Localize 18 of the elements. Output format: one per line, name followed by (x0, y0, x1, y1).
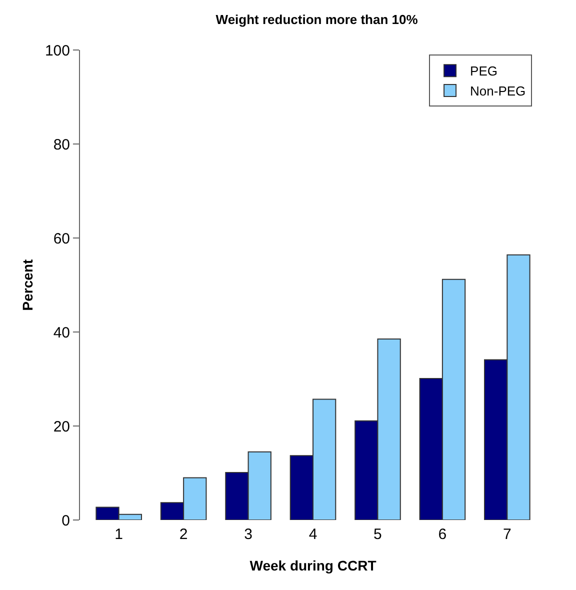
x-tick-label: 6 (438, 526, 447, 543)
y-tick-label: 60 (53, 230, 70, 248)
y-tick-label: 100 (44, 42, 70, 60)
x-tick-label: 7 (503, 526, 512, 543)
y-axis-title: Percent (20, 258, 36, 311)
x-tick-label: 3 (244, 526, 252, 543)
chart-title: Weight reduction more than 10% (216, 12, 418, 27)
y-tick-label: 80 (53, 136, 70, 154)
y-tick-label: 0 (62, 512, 70, 530)
legend-label: Non-PEG (470, 84, 526, 99)
x-tick-label: 1 (114, 526, 123, 543)
x-axis-title: Week during CCRT (250, 557, 377, 574)
y-tick-label: 40 (53, 324, 70, 342)
y-tick-label: 20 (53, 418, 70, 436)
x-tick-label: 4 (308, 526, 318, 543)
legend-label: PEG (470, 64, 498, 79)
x-tick-label: 2 (179, 526, 188, 543)
x-tick-label: 5 (374, 526, 382, 543)
